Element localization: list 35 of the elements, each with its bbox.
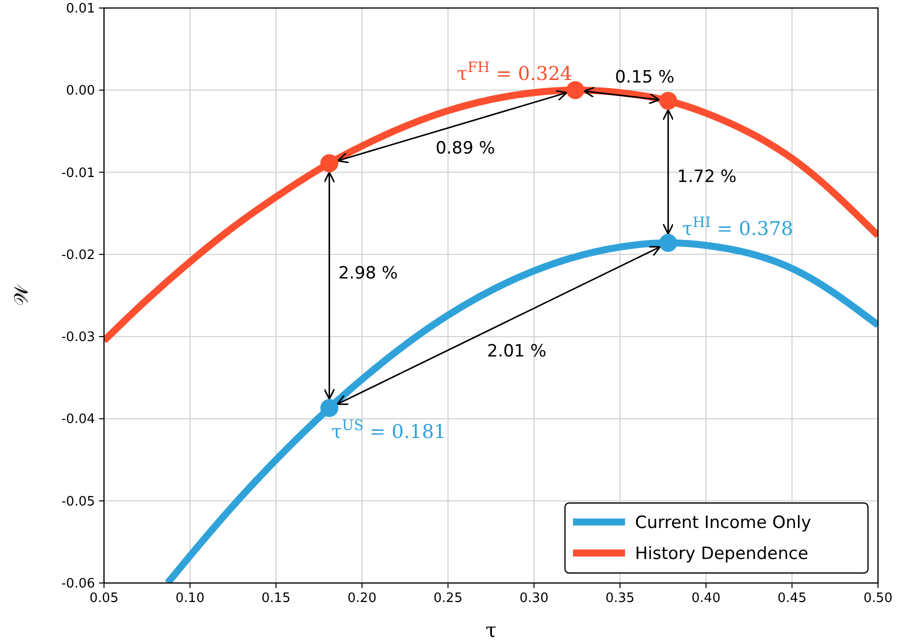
x-axis-title: τ — [485, 618, 497, 641]
annotation: τ$^{US}$ = 0.181 — [331, 418, 446, 444]
legend-label: Current Income Only — [635, 513, 812, 533]
y-tick-label: -0.05 — [61, 494, 95, 510]
annotation: τ$^{FH}$ = 0.324 — [457, 60, 572, 86]
y-tick-label: -0.04 — [61, 412, 95, 428]
y-tick-label: 0.01 — [66, 2, 95, 16]
annotation: 0.15 % — [615, 67, 674, 88]
x-tick-label: 0.25 — [434, 591, 462, 606]
x-tick-label: 0.50 — [864, 591, 892, 606]
x-tick-label: 0.05 — [90, 591, 118, 606]
point — [320, 399, 338, 418]
annotation: 2.98 % — [338, 264, 398, 284]
point — [320, 154, 338, 172]
y-tick-label: 0.00 — [66, 84, 95, 99]
annotation: 2.01 % — [487, 341, 546, 362]
y-tick-label: -0.02 — [61, 248, 95, 263]
x-tick-label: 0.10 — [176, 591, 204, 606]
x-tick-label: 0.45 — [778, 591, 806, 606]
x-tick-label: 0.15 — [262, 591, 290, 606]
x-tick-label: 0.30 — [520, 591, 548, 606]
legend-label: History Dependence — [635, 544, 808, 564]
annotation: 1.72 % — [677, 166, 737, 187]
point — [566, 81, 584, 100]
annotation: τ$^{HI}$ = 0.378 — [682, 214, 794, 240]
point — [659, 234, 678, 252]
x-tick-label: 0.35 — [606, 591, 634, 606]
y-tick-label: -0.01 — [61, 166, 95, 181]
x-tick-label: 0.40 — [692, 591, 720, 606]
y-axis-title: 𝒲 — [9, 283, 33, 306]
x-tick-label: 0.20 — [348, 591, 376, 606]
point — [659, 92, 678, 110]
annotation: 0.89 % — [436, 138, 496, 159]
y-tick-label: -0.06 — [61, 576, 95, 592]
y-tick-label: -0.03 — [61, 330, 95, 346]
